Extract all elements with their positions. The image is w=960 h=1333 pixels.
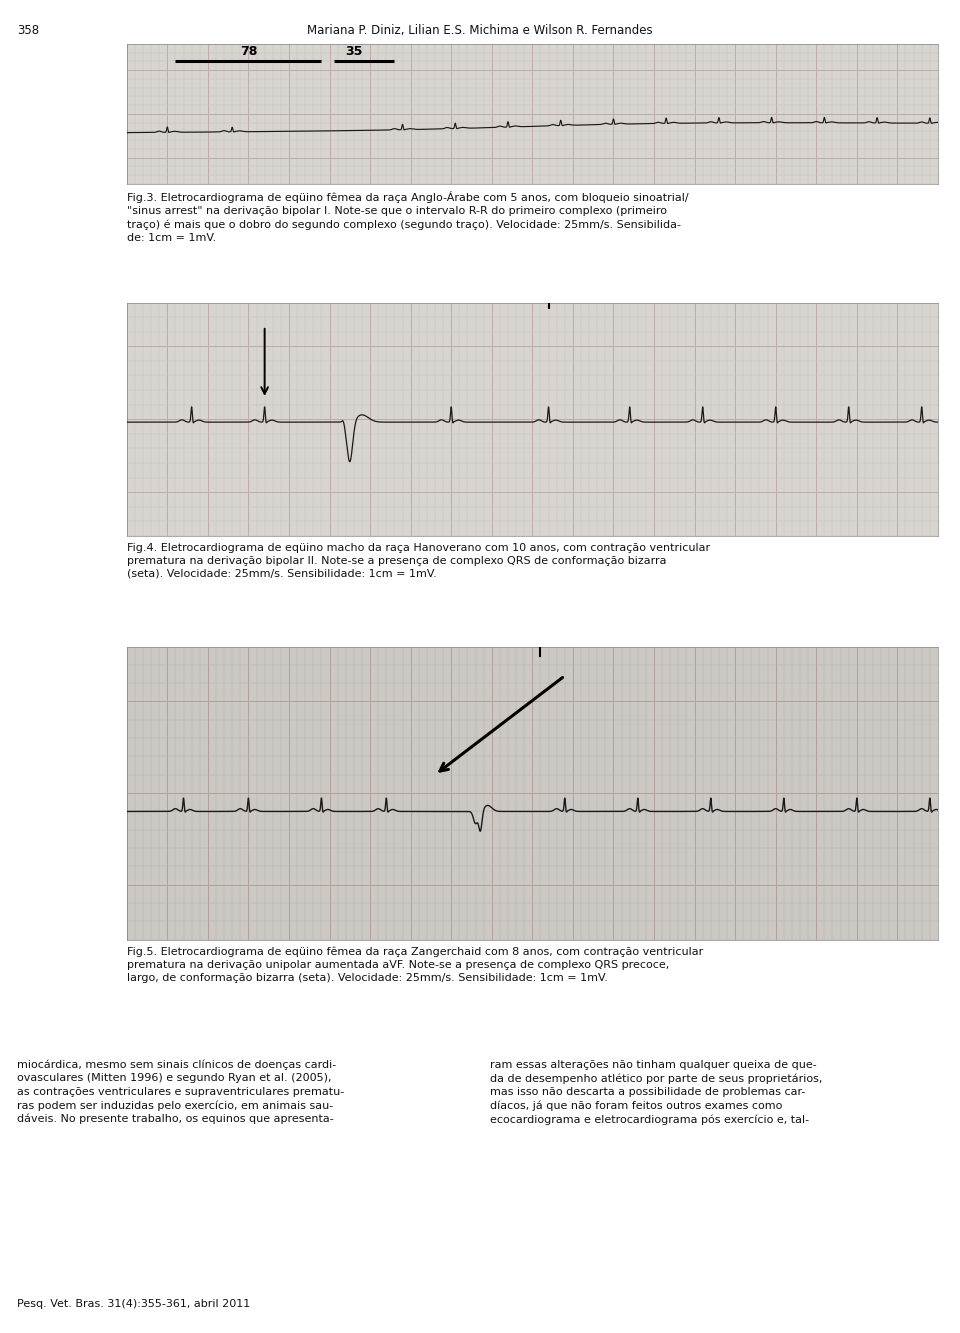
Text: 358: 358 (17, 24, 39, 37)
Text: 35: 35 (346, 45, 363, 59)
Text: Mariana P. Diniz, Lilian E.S. Michima e Wilson R. Fernandes: Mariana P. Diniz, Lilian E.S. Michima e … (307, 24, 653, 37)
Text: ram essas alterações não tinham qualquer queixa de que-
da de desempenho atlétic: ram essas alterações não tinham qualquer… (490, 1060, 822, 1125)
Text: 78: 78 (240, 45, 257, 59)
Text: Fig.3. Eletrocardiograma de eqüino fêmea da raça Anglo-Árabe com 5 anos, com blo: Fig.3. Eletrocardiograma de eqüino fêmea… (127, 191, 688, 243)
Text: Fig.5. Eletrocardiograma de eqüino fêmea da raça Zangerchaid com 8 anos, com con: Fig.5. Eletrocardiograma de eqüino fêmea… (127, 946, 703, 984)
Text: miocárdica, mesmo sem sinais clínicos de doenças cardi-
ovasculares (Mitten 1996: miocárdica, mesmo sem sinais clínicos de… (17, 1060, 345, 1125)
Text: Fig.4. Eletrocardiograma de eqüino macho da raça Hanoverano com 10 anos, com con: Fig.4. Eletrocardiograma de eqüino macho… (127, 543, 709, 579)
Text: Pesq. Vet. Bras. 31(4):355-361, abril 2011: Pesq. Vet. Bras. 31(4):355-361, abril 20… (17, 1298, 251, 1309)
